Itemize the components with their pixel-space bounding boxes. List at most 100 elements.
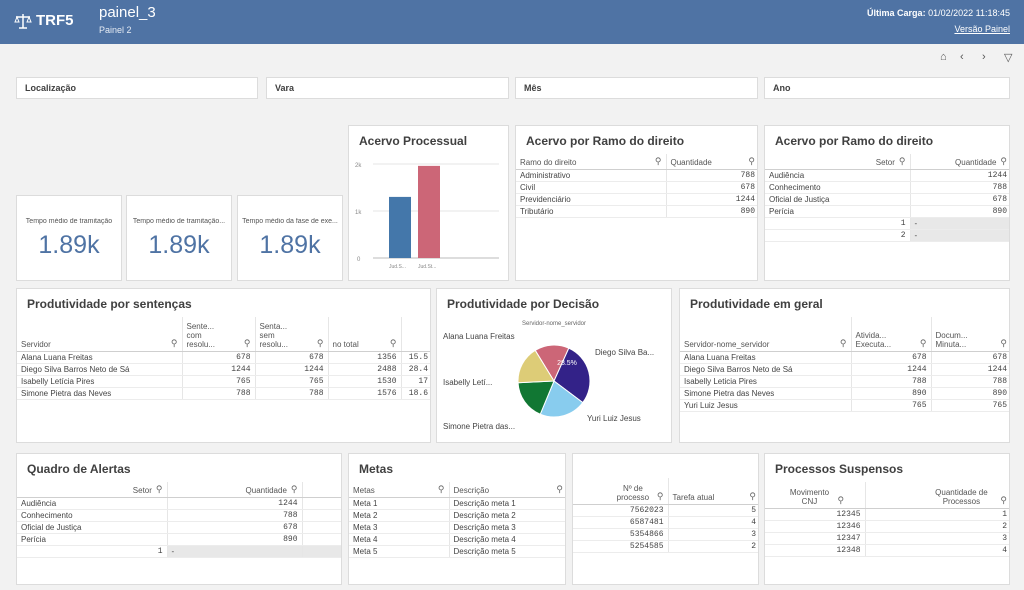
version-link[interactable]: Versão Painel [954, 24, 1010, 34]
back-arrow-icon[interactable]: ‹ [960, 51, 964, 63]
table-row[interactable]: 12346 2 [765, 520, 1009, 533]
search-icon[interactable]: ⚲ [290, 484, 298, 494]
table-row[interactable]: Isabelly Letícia Pires 765 765 1530 17 [17, 375, 430, 388]
filter-localizacao[interactable]: Localização [16, 77, 258, 99]
search-icon[interactable]: ⚲ [839, 337, 847, 348]
table-row[interactable]: Simone Pietra das Neves 788 788 1576 18.6 [17, 387, 430, 400]
cell: 1356 [327, 351, 401, 364]
kpi-card[interactable]: Tempo médio de tramitação 1.89k [16, 195, 122, 281]
table-row[interactable]: Administrativo 788 [516, 169, 757, 182]
search-icon[interactable]: ⚲ [1000, 337, 1007, 348]
column-header[interactable]: Movimento CNJ ⚲ [765, 482, 865, 509]
table-row[interactable]: Diego Silva Barros Neto de Sá 1244 1244 [680, 363, 1009, 376]
column-header[interactable]: Tarefa atual ⚲ [667, 478, 758, 505]
column-header[interactable]: Metas ⚲ [349, 482, 449, 498]
table-row[interactable]: Meta 2 Descrição meta 2 [349, 509, 565, 522]
search-icon[interactable]: ⚲ [656, 490, 664, 501]
table-row[interactable]: Alana Luana Freitas 678 678 [680, 351, 1009, 364]
table-row[interactable]: 1- [765, 217, 1009, 230]
acervo-bar-chart[interactable]: 2k 1k 0 Jud.S... Jud.St... [349, 154, 507, 278]
column-header[interactable]: Ramo do direito ⚲ [516, 154, 666, 170]
search-icon[interactable]: ⚲ [389, 337, 397, 348]
column-header[interactable]: Ativida... Executa... ⚲ [850, 317, 931, 352]
table-row[interactable]: Perícia 890 [17, 533, 341, 546]
forward-arrow-icon[interactable]: › [982, 51, 986, 63]
table-row[interactable]: Yuri Luiz Jesus 765 765 [680, 399, 1009, 412]
table-row[interactable]: 2- [765, 229, 1009, 242]
column-header[interactable]: Quantidade ⚲ [909, 154, 1009, 170]
search-icon[interactable]: ⚲ [898, 156, 906, 166]
table-row[interactable]: Conhecimento 788 [765, 181, 1009, 194]
table-row[interactable]: 12345 1 [765, 508, 1009, 521]
home-icon[interactable]: ⌂ [940, 51, 947, 63]
search-icon[interactable]: ⚲ [243, 337, 251, 348]
search-icon[interactable]: ⚲ [748, 156, 755, 166]
search-icon[interactable]: ⚲ [654, 156, 662, 166]
pie-slice[interactable] [553, 347, 591, 404]
table-row[interactable]: Conhecimento 788 [17, 509, 341, 522]
table-row[interactable]: Meta 5 Descrição meta 5 [349, 545, 565, 558]
table-row[interactable]: 12347 3 [765, 532, 1009, 545]
search-icon[interactable]: ⚲ [155, 484, 163, 494]
column-header[interactable]: Setor ⚲ [765, 154, 910, 170]
table-row[interactable]: Meta 4 Descrição meta 4 [349, 533, 565, 546]
column-header[interactable]: Descrição ⚲ [448, 482, 565, 498]
search-icon[interactable]: ⚲ [919, 337, 927, 348]
column-header[interactable]: Docum... Minuta... ⚲ [930, 317, 1009, 352]
column-header[interactable] [400, 317, 430, 352]
column-header[interactable]: Quantidade ⚲ [166, 482, 302, 498]
kpi-card[interactable]: Tempo médio de tramitação... 1.89k [126, 195, 232, 281]
table-row[interactable]: Simone Pietra das Neves 890 890 [680, 387, 1009, 400]
table-row[interactable]: 1- [17, 545, 341, 558]
column-header[interactable]: Sente... com resolu... ⚲ [181, 317, 255, 352]
table-row[interactable]: Diego Silva Barros Neto de Sá 1244 1244 248… [17, 363, 430, 376]
column-header[interactable]: Quantidade ⚲ [665, 154, 757, 170]
search-icon[interactable]: ⚲ [556, 484, 563, 494]
table-row[interactable]: 5354866 3 [573, 528, 758, 541]
table-row[interactable]: Alana Luana Freitas 678 678 1356 15.5 [17, 351, 430, 364]
column-header[interactable]: Servidor-nome_servidor ⚲ [680, 317, 851, 352]
table-row[interactable]: Meta 1 Descrição meta 1 [349, 497, 565, 510]
filter-vara[interactable]: Vara [266, 77, 509, 99]
search-icon[interactable]: ⚲ [1000, 494, 1007, 505]
table-row[interactable]: Previdenciário 1244 [516, 193, 757, 206]
pie-slice[interactable] [517, 349, 555, 384]
table-row[interactable]: Isabelly Leticia Pires 788 788 [680, 375, 1009, 388]
table-row[interactable]: Perícia 890 [765, 205, 1009, 218]
table-row[interactable]: Audiência 1244 [765, 169, 1009, 182]
kpi-card[interactable]: Tempo médio da fase de exe... 1.89k [237, 195, 343, 281]
table-row[interactable]: 7562023 5 [573, 504, 758, 517]
table-row[interactable]: Oficial de Justiça 678 [17, 521, 341, 534]
column-header[interactable]: Nº de processo ⚲ [573, 478, 668, 505]
bar-jud-s[interactable] [389, 196, 411, 258]
column-header[interactable]: Setor ⚲ [17, 482, 167, 498]
pie-slice[interactable] [539, 380, 584, 418]
search-icon[interactable]: ⚲ [437, 484, 445, 494]
column-header[interactable]: no total ⚲ [327, 317, 401, 352]
column-header[interactable]: Senta... sem resolu... ⚲ [254, 317, 328, 352]
table-row[interactable]: Audiência 1244 [17, 497, 341, 510]
column-header[interactable]: Quantidade de Processos ⚲ [864, 482, 1009, 509]
clear-filter-icon[interactable]: ▽ [1004, 52, 1013, 64]
table-row[interactable]: Tributário 890 [516, 205, 757, 218]
table-row[interactable]: 5254585 2 [573, 540, 758, 553]
filter-ano[interactable]: Ano [764, 77, 1010, 99]
search-icon[interactable]: ⚲ [316, 337, 324, 348]
pie-slices[interactable] [517, 344, 591, 418]
search-icon[interactable]: ⚲ [837, 494, 845, 505]
search-icon[interactable]: ⚲ [170, 337, 178, 348]
search-icon[interactable]: ⚲ [749, 490, 756, 501]
table-row[interactable]: Oficial de Justiça 678 [765, 193, 1009, 206]
decisao-pie-chart[interactable]: Servidor-nome_servidor 28.5% Alana Luana… [437, 317, 671, 442]
table-row[interactable]: 12348 4 [765, 544, 1009, 557]
table-row[interactable]: 6587481 4 [573, 516, 758, 529]
table-row[interactable]: Civil 678 [516, 181, 757, 194]
trf5-logo[interactable]: TRF5 [14, 12, 74, 29]
search-icon[interactable]: ⚲ [1000, 156, 1007, 166]
table-row[interactable]: Meta 3 Descrição meta 3 [349, 521, 565, 534]
column-header[interactable]: Servidor ⚲ [17, 317, 182, 352]
filter-mes[interactable]: Mês [515, 77, 758, 99]
pie-slice[interactable] [517, 380, 555, 415]
cell: 12345 [765, 508, 865, 521]
bar-jud-st[interactable] [418, 165, 440, 258]
